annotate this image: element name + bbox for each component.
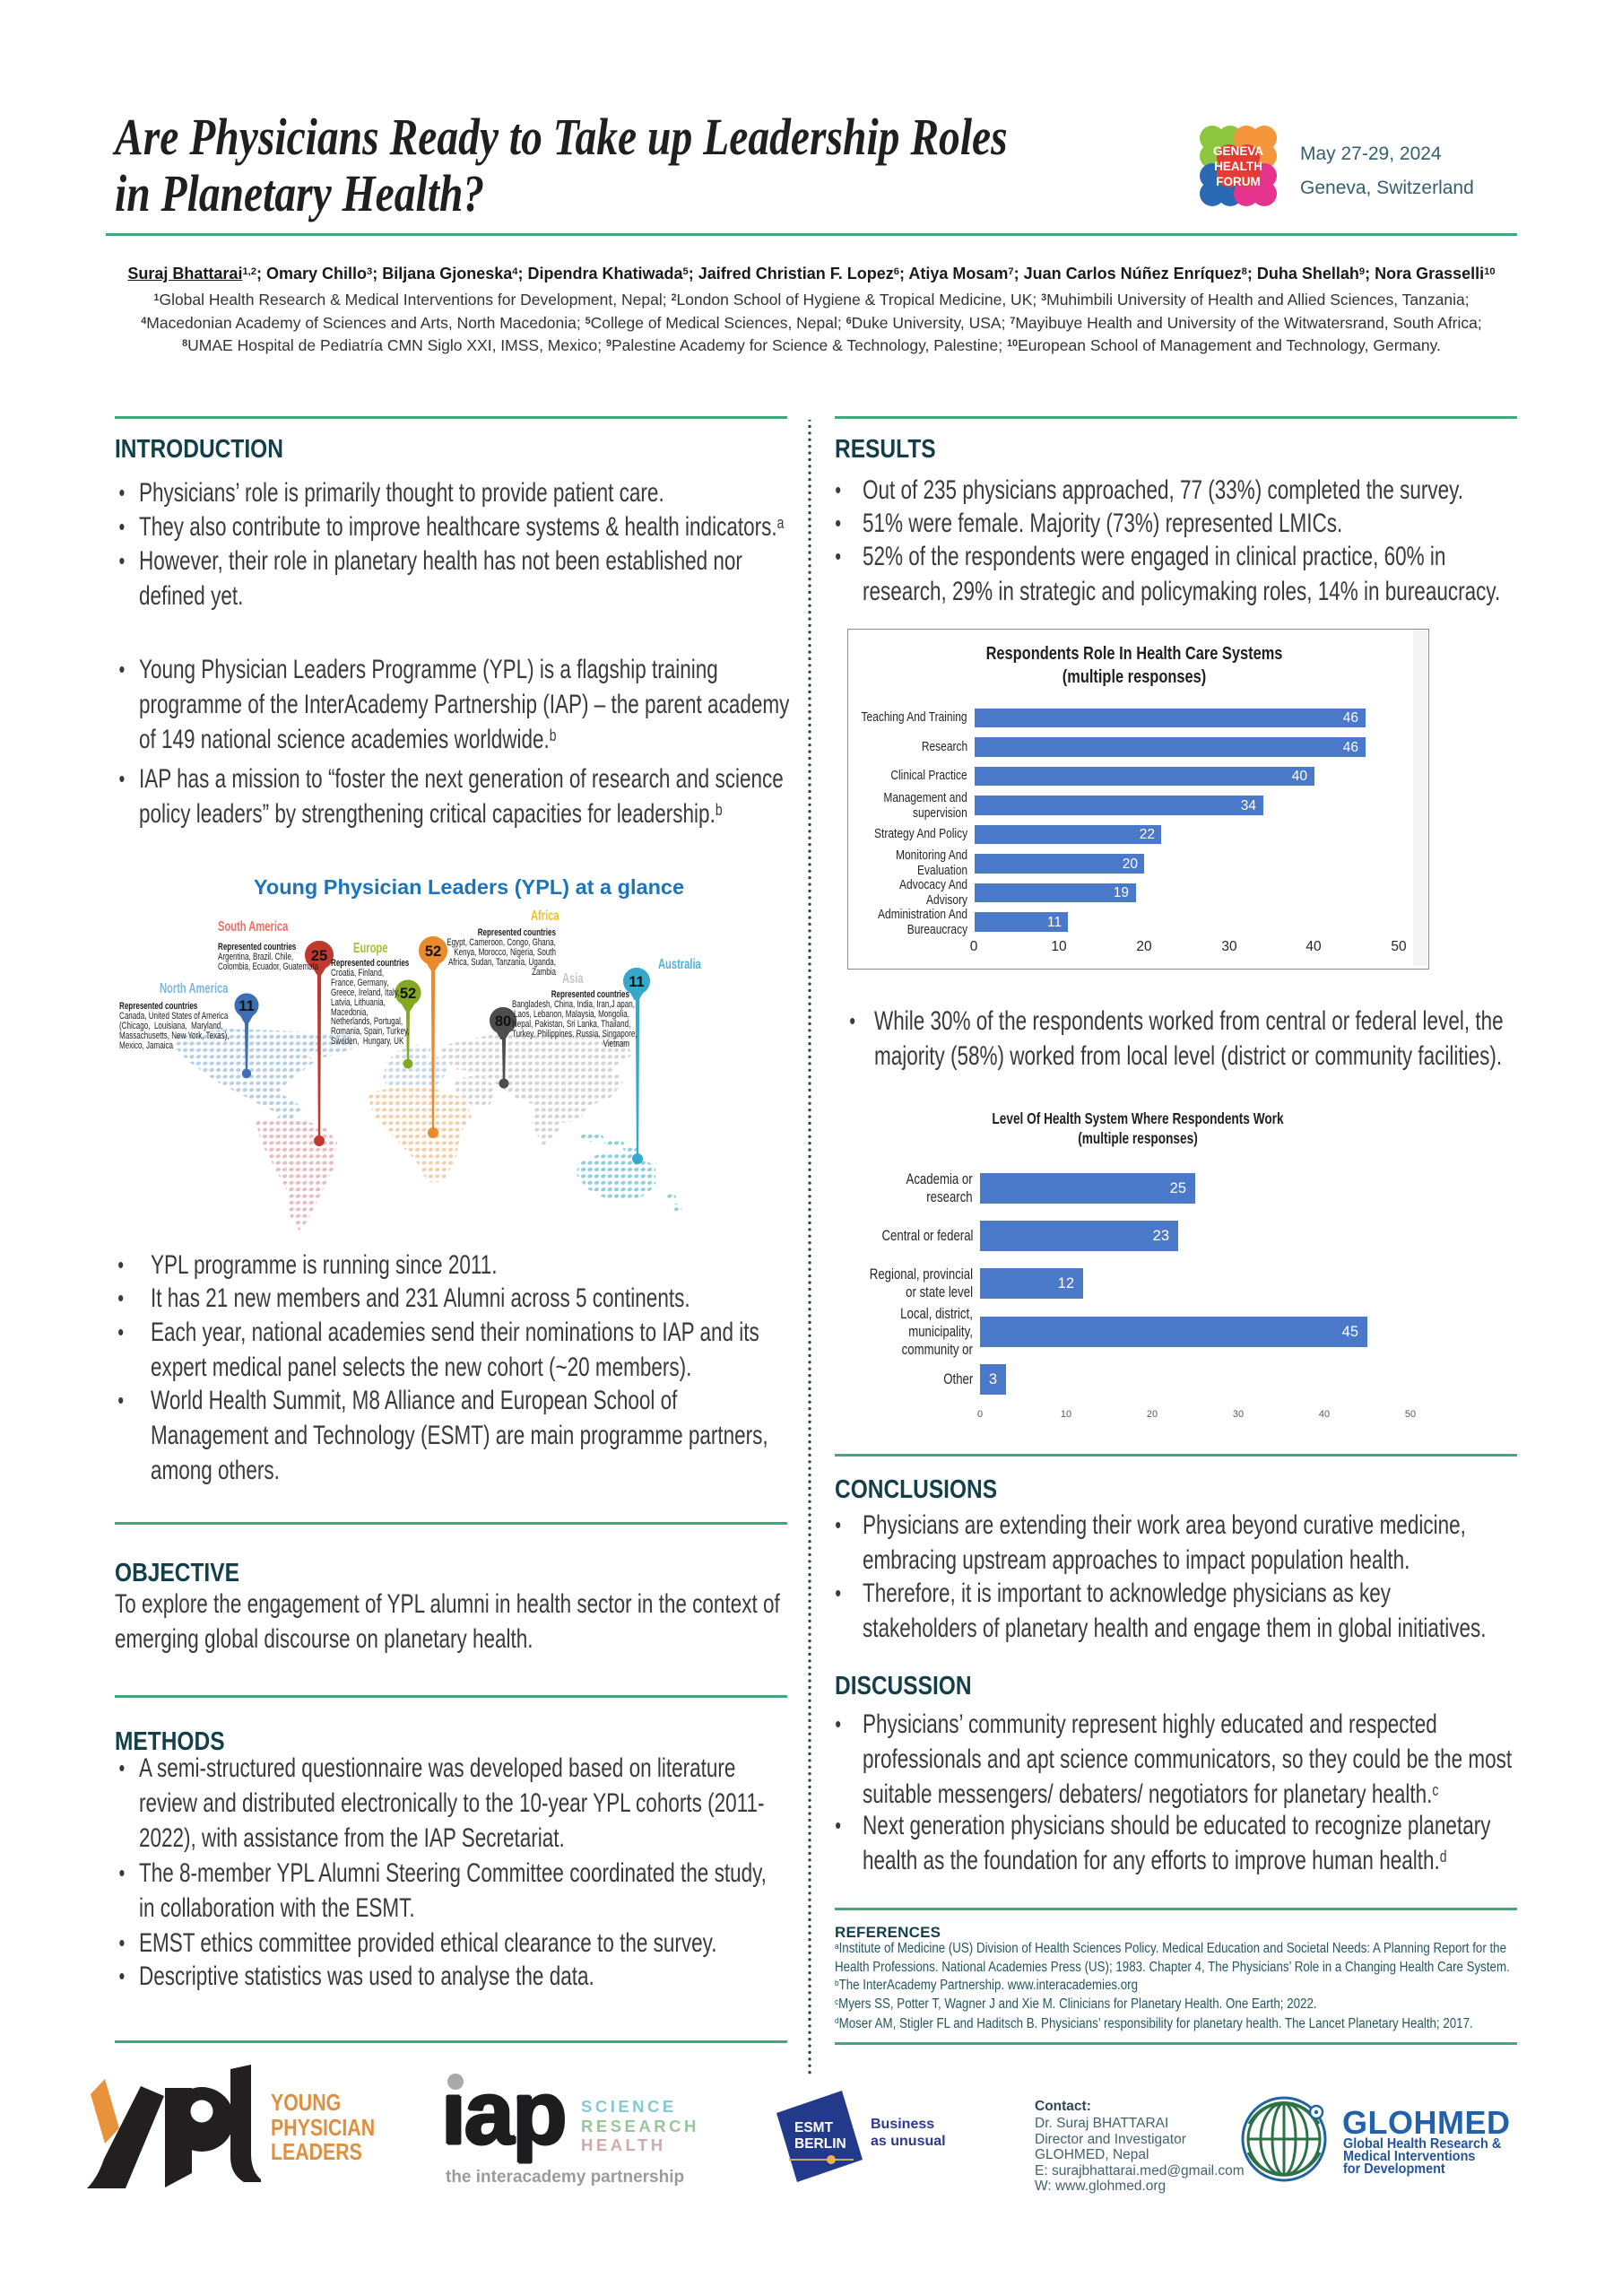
svg-text:ESMT: ESMT bbox=[794, 2120, 834, 2135]
svg-text:25: 25 bbox=[311, 948, 327, 964]
svg-text:80: 80 bbox=[495, 1013, 511, 1030]
svg-text:52: 52 bbox=[425, 944, 441, 960]
svg-text:HEALTH: HEALTH bbox=[1214, 160, 1262, 173]
svg-text:52: 52 bbox=[400, 986, 416, 1002]
svg-text:11: 11 bbox=[239, 998, 254, 1014]
svg-text:GENEVA: GENEVA bbox=[1213, 144, 1263, 158]
svg-text:FORUM: FORUM bbox=[1216, 175, 1261, 188]
svg-text:11: 11 bbox=[629, 974, 644, 990]
svg-text:BERLIN: BERLIN bbox=[794, 2136, 846, 2152]
